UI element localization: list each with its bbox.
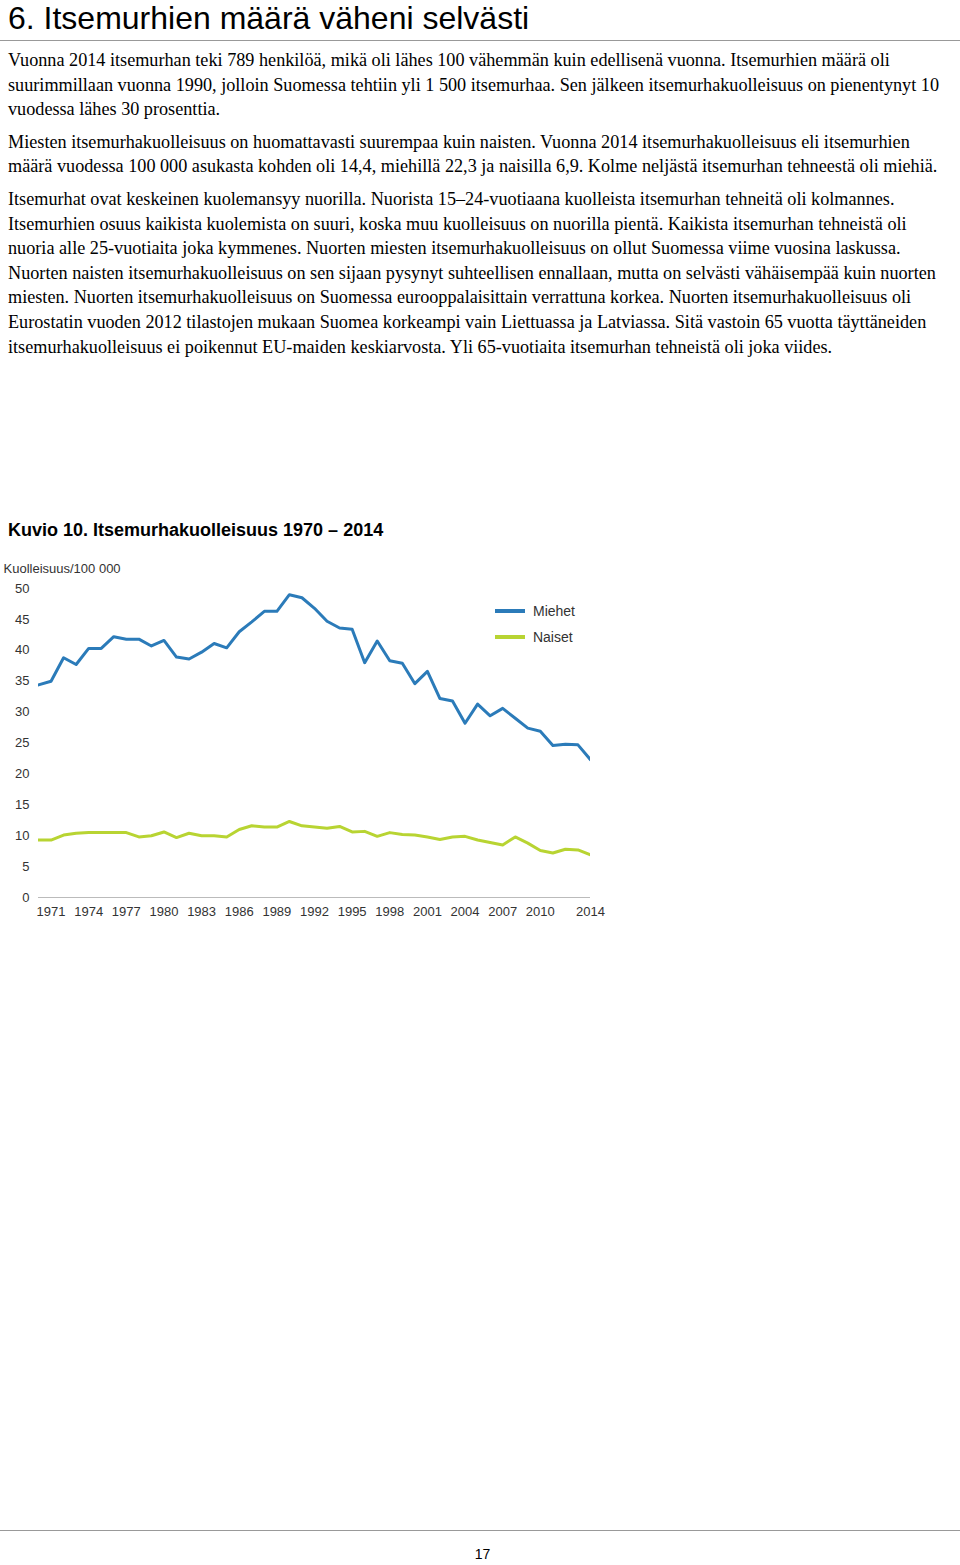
svg-text:1980: 1980	[149, 904, 178, 919]
html-text:Naiset: Naiset	[533, 629, 573, 645]
svg-text:1995: 1995	[338, 904, 367, 919]
svg-text:0: 0	[22, 890, 29, 905]
html-text:Miesten itsemurhakuolleisuus o: Miesten itsemurhakuolleisuus on huomatta…	[8, 131, 938, 177]
svg-text:1992: 1992	[300, 904, 329, 919]
svg-text:2010: 2010	[526, 904, 555, 919]
svg-text:1989: 1989	[262, 904, 291, 919]
svg-text:2001: 2001	[413, 904, 442, 919]
svg-text:1977: 1977	[112, 904, 141, 919]
svg-text:20: 20	[15, 766, 29, 781]
svg-text:5: 5	[22, 859, 29, 874]
html-text:Miehet: Miehet	[533, 603, 575, 619]
html-text:Kuvio 10. Itsemurhakuolleisuus: Kuvio 10. Itsemurhakuolleisuus 1970 – 20…	[8, 520, 384, 540]
svg-text:2004: 2004	[451, 904, 480, 919]
svg-text:1974: 1974	[74, 904, 103, 919]
svg-text:1998: 1998	[375, 904, 404, 919]
html-text:17: 17	[474, 1546, 491, 1562]
svg-text:25: 25	[15, 735, 29, 750]
svg-text:10: 10	[15, 828, 29, 843]
svg-text:40: 40	[15, 642, 29, 657]
svg-text:Kuolleisuus/100 000: Kuolleisuus/100 000	[4, 561, 121, 576]
svg-text:30: 30	[15, 704, 29, 719]
html-text:Itsemurhat ovat keskeinen kuol: Itsemurhat ovat keskeinen kuolemansyy nu…	[8, 189, 936, 357]
svg-text:1983: 1983	[187, 904, 216, 919]
svg-text:45: 45	[15, 612, 29, 627]
html-text:Vuonna 2014 itsemurhan teki 78: Vuonna 2014 itsemurhan teki 789 henkilöä…	[8, 50, 939, 120]
svg-text:15: 15	[15, 797, 29, 812]
svg-text:2014: 2014	[576, 904, 605, 919]
svg-text:2007: 2007	[488, 904, 517, 919]
svg-text:1986: 1986	[225, 904, 254, 919]
svg-text:50: 50	[15, 581, 29, 596]
svg-text:35: 35	[15, 673, 29, 688]
svg-text:1971: 1971	[37, 904, 66, 919]
html-text:6. Itsemurhien määrä väheni se: 6. Itsemurhien määrä väheni selvästi	[8, 0, 530, 36]
